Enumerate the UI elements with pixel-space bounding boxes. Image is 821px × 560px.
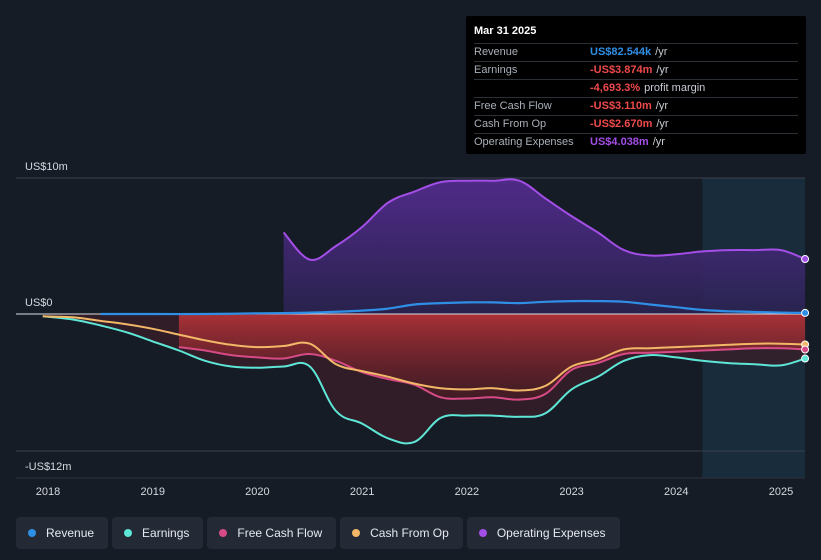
tooltip-row-label: Cash From Op: [474, 118, 547, 130]
fcf-line: [178, 346, 806, 401]
legend-label: Free Cash Flow: [237, 526, 323, 540]
chart-series-lines: [42, 178, 806, 445]
tooltip-row-value: US$4.038m: [590, 136, 649, 148]
legend-item-opex[interactable]: Operating Expenses: [466, 517, 620, 549]
x-tick-label: 2018: [36, 486, 60, 498]
y-label-top: US$10m: [25, 161, 68, 173]
tooltip-row-value: -US$2.670m: [590, 118, 653, 130]
opex-end-marker: [801, 255, 810, 264]
tooltip-row: -4,693.3% profit margin: [474, 79, 798, 97]
earnings-line: [42, 315, 806, 445]
opex-area: [283, 179, 806, 314]
y-label-bottom: -US$12m: [25, 461, 71, 473]
legend-dot-icon: [124, 529, 133, 537]
tooltip-row-label: Revenue: [474, 46, 519, 58]
legend-dot-icon: [219, 529, 228, 537]
tooltip-row-label: [474, 80, 590, 97]
legend-item-cfo[interactable]: Cash From Op: [340, 517, 463, 549]
tooltip-row: Operating Expenses US$4.038m/yr: [474, 133, 798, 151]
tooltip-row-label: Free Cash Flow: [474, 100, 552, 112]
chart-axis-labels: US$10m US$0 -US$12m 2018 2019 2020 2021 2022 202…: [25, 161, 793, 498]
tooltip-row-value: -4,693.3%: [590, 82, 641, 94]
opex-line: [282, 178, 806, 261]
fcf-area: [178, 314, 806, 400]
tooltip-row-unit: /yr: [655, 46, 668, 58]
fcf-end-marker: [801, 345, 810, 354]
x-tick-label: 2025: [769, 486, 793, 498]
legend-item-earnings[interactable]: Earnings: [112, 517, 204, 549]
tooltip-panel: Mar 31 2025 Revenue US$82.544k/yr Earnings…: [466, 16, 806, 154]
y-label-zero: US$0: [25, 297, 53, 309]
legend-label: Cash From Op: [370, 526, 449, 540]
tooltip-row-unit: /yr: [656, 118, 669, 130]
tooltip-row-value: US$82.544k: [590, 46, 652, 58]
tooltip-row-unit: /yr: [656, 64, 669, 76]
tooltip-row-unit: profit margin: [644, 82, 706, 94]
x-tick-label: 2023: [559, 486, 583, 498]
legend-label: Operating Expenses: [496, 526, 606, 540]
legend-dot-icon: [352, 529, 361, 537]
x-tick-label: 2021: [350, 486, 374, 498]
chart-end-markers: [801, 255, 810, 363]
tooltip-row-value: -US$3.874m: [590, 64, 653, 76]
cfo-line: [42, 315, 806, 392]
revenue-line: [100, 299, 806, 316]
tooltip-row: Cash From Op -US$2.670m/yr: [474, 115, 798, 133]
tooltip-row-unit: /yr: [655, 100, 668, 112]
legend-item-fcf[interactable]: Free Cash Flow: [207, 517, 337, 549]
x-tick-label: 2019: [140, 486, 164, 498]
chart-legend: Revenue Earnings Free Cash Flow Cash From O…: [16, 517, 620, 549]
chart-areas: [42, 179, 806, 444]
tooltip-row-value: -US$3.110m: [590, 100, 652, 112]
tooltip-row-label: Earnings: [474, 64, 518, 76]
legend-dot-icon: [28, 529, 36, 537]
legend-label: Earnings: [142, 526, 190, 540]
tooltip-row: Earnings -US$3.874m/yr: [474, 61, 798, 79]
x-tick-label: 2024: [664, 486, 688, 498]
tooltip-date: Mar 31 2025: [474, 25, 537, 37]
earnings-end-marker: [801, 354, 810, 363]
x-tick-label: 2020: [245, 486, 269, 498]
tooltip-row-label: Operating Expenses: [474, 136, 574, 148]
tooltip-row: Revenue US$82.544k/yr: [474, 43, 798, 61]
tooltip-row-unit: /yr: [652, 136, 665, 148]
x-tick-label: 2022: [455, 486, 479, 498]
tooltip-row: Free Cash Flow -US$3.110m/yr: [474, 97, 798, 115]
legend-label: Revenue: [46, 526, 95, 540]
revenue-end-marker: [801, 308, 810, 317]
legend-dot-icon: [478, 529, 487, 537]
legend-item-revenue[interactable]: Revenue: [16, 517, 109, 549]
